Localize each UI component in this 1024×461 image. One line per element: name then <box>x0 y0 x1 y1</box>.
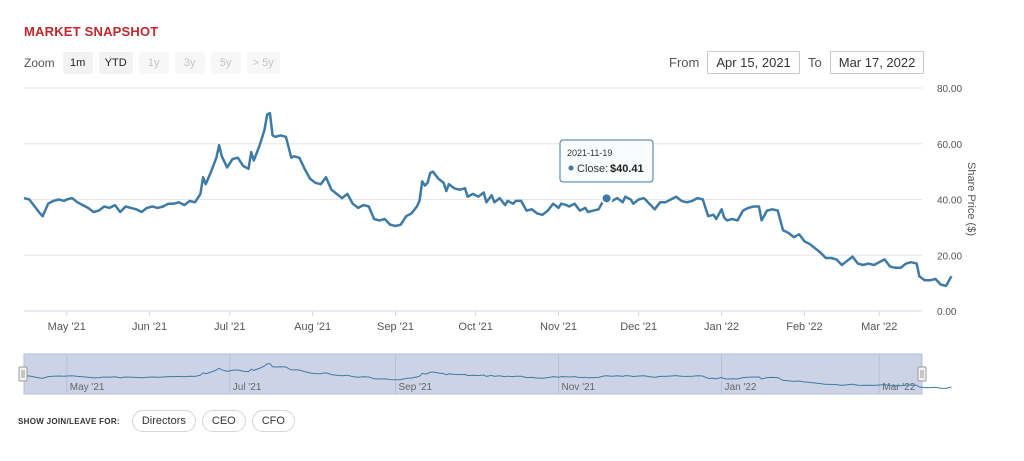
ceo-button[interactable]: CEO <box>201 410 246 432</box>
from-label: From <box>669 55 700 70</box>
tooltip-date: 2021-11-19 <box>567 148 612 158</box>
navigator[interactable]: May '21 Jul '21 Sep '21 Nov '21 Jan '22 Mar '… <box>18 353 952 395</box>
highlighted-point <box>600 192 613 205</box>
x-tick-label: Jan '22 <box>704 321 739 333</box>
tooltip: 2021-11-19 Close: $40.41 <box>559 139 654 183</box>
to-range: To Mar 17, 2022 <box>808 51 925 74</box>
tooltip-series-label: Close: <box>577 163 608 175</box>
x-tick-label: Mar '22 <box>861 321 897 333</box>
x-tick-label: May '21 <box>48 321 86 333</box>
zoom-1m-button[interactable]: 1m <box>62 52 93 74</box>
x-tick-label: Aug '21 <box>294 321 331 333</box>
navigator-selection[interactable] <box>23 353 923 395</box>
x-tick-label: Jul '21 <box>214 321 245 333</box>
from-date-input[interactable]: Apr 15, 2021 <box>707 51 800 74</box>
navigator-ticks: May '21 Jul '21 Sep '21 Nov '21 Jan '22 Mar '… <box>66 354 916 394</box>
x-tick-label: Feb '22 <box>786 321 822 333</box>
zoom-controls: Zoom 1m YTD 1y 3y 5y > 5y <box>24 52 280 74</box>
navigator-line <box>23 363 952 389</box>
zoom-3y-button: 3y <box>174 52 205 74</box>
join-leave-filter: SHOW JOIN/LEAVE FOR: Directors CEO CFO <box>18 410 295 432</box>
to-date-input[interactable]: Mar 17, 2022 <box>829 51 925 74</box>
cfo-button[interactable]: CFO <box>251 410 295 432</box>
directors-button[interactable]: Directors <box>131 410 196 432</box>
from-range: From Apr 15, 2021 <box>669 51 800 74</box>
zoom-5y-plus-button: > 5y <box>246 52 280 74</box>
y-axis-ticks: 0.00 20.00 40.00 60.00 80.00 <box>937 84 962 318</box>
navigator-tick-label: Nov '21 <box>562 382 596 393</box>
navigator-tick-label: Jan '22 <box>725 382 757 393</box>
tooltip-value: $40.41 <box>610 163 644 175</box>
navigator-right-handle[interactable] <box>917 366 927 382</box>
x-tick-label: Dec '21 <box>620 321 657 333</box>
navigator-left-handle[interactable] <box>18 366 28 382</box>
zoom-label: Zoom <box>24 56 55 70</box>
y-tick-label: 80.00 <box>937 84 962 95</box>
close-price-line <box>23 111 953 288</box>
navigator-tick-label: May '21 <box>70 382 105 393</box>
zoom-1y-button: 1y <box>138 52 169 74</box>
y-axis-label: Share Price ($) <box>965 162 977 236</box>
navigator-tick-label: Jul '21 <box>233 382 262 393</box>
y-tick-label: 0.00 <box>937 307 957 318</box>
zoom-ytd-button[interactable]: YTD <box>98 52 133 74</box>
to-label: To <box>808 55 822 70</box>
join-leave-label: SHOW JOIN/LEAVE FOR: <box>18 416 120 426</box>
tooltip-box <box>559 139 654 183</box>
tooltip-series-dot <box>568 165 574 171</box>
x-tick-label: Oct '21 <box>458 321 493 333</box>
navigator-tick-label: Mar '22 <box>882 382 915 393</box>
y-tick-label: 60.00 <box>937 140 962 151</box>
x-tick-label: Sep '21 <box>377 321 414 333</box>
navigator-tick-label: Sep '21 <box>398 382 432 393</box>
x-axis-ticks: May '21 Jun '21 Jul '21 Aug '21 Sep '21 Oct '… <box>48 311 897 333</box>
y-tick-label: 20.00 <box>937 251 962 262</box>
x-tick-label: Jun '21 <box>132 321 167 333</box>
chart-grid <box>24 87 922 312</box>
page-title: MARKET SNAPSHOT <box>24 24 159 39</box>
y-tick-label: 40.00 <box>937 196 962 207</box>
x-tick-label: Nov '21 <box>540 321 577 333</box>
zoom-5y-button: 5y <box>210 52 241 74</box>
